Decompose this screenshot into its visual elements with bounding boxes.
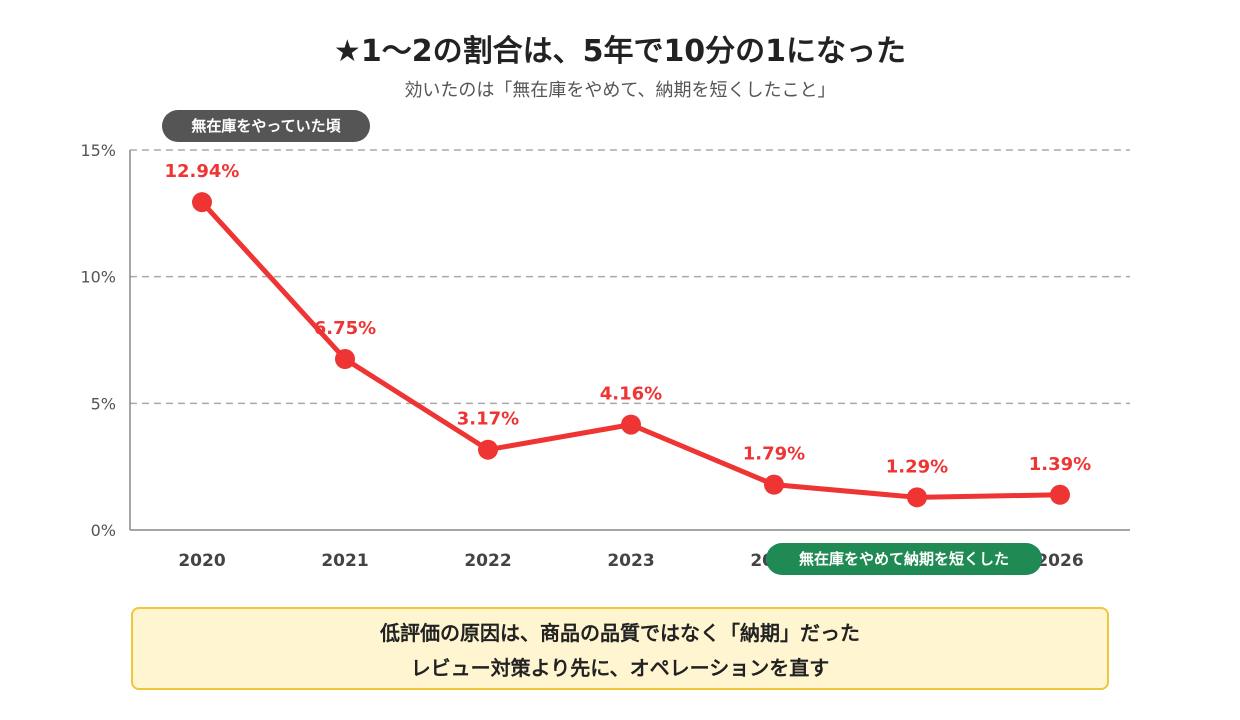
data-label: 1.39% [1029,454,1091,475]
x-tick-label: 2021 [321,551,368,571]
series-line [199,199,1063,500]
data-label: 4.16% [600,384,662,405]
data-point [335,349,355,369]
data-point [1050,484,1070,505]
data-label: 12.94% [165,161,240,182]
takeaway-line-2: レビュー対策より先に、オペレーションを直す [410,655,830,680]
y-tick-label: 10% [80,268,116,287]
x-tick-label: 2026 [1036,551,1083,571]
takeaway-note: 低評価の原因は、商品の品質ではなく「納期」だった レビュー対策より先に、オペレー… [131,607,1109,690]
data-point [192,192,212,213]
policy-change-label: 無在庫をやめて納期を短くした [766,543,1042,575]
chart-title: ★1〜2の割合は、5年で10分の1になった [333,34,907,69]
data-label: 1.79% [743,444,805,465]
data-label: 1.29% [886,456,948,477]
x-tick-label: 2023 [607,551,654,571]
data-point [764,474,784,495]
data-point [907,487,927,508]
data-label: 6.75% [314,318,376,339]
data-point [621,414,641,435]
no-stock-period-label: 無在庫をやっていた頃 [162,110,370,142]
y-tick-label: 0% [91,521,116,540]
data-point [478,439,498,460]
y-tick-label: 5% [91,394,116,413]
chart-subtitle: 効いたのは「無在庫をやめて、納期を短くしたこと」 [404,80,836,101]
x-tick-label: 2020 [178,551,225,571]
data-label: 3.17% [457,409,519,430]
x-tick-label: 2022 [464,551,511,571]
takeaway-line-1: 低評価の原因は、商品の品質ではなく「納期」だった [380,620,860,645]
y-tick-label: 15% [80,141,116,160]
